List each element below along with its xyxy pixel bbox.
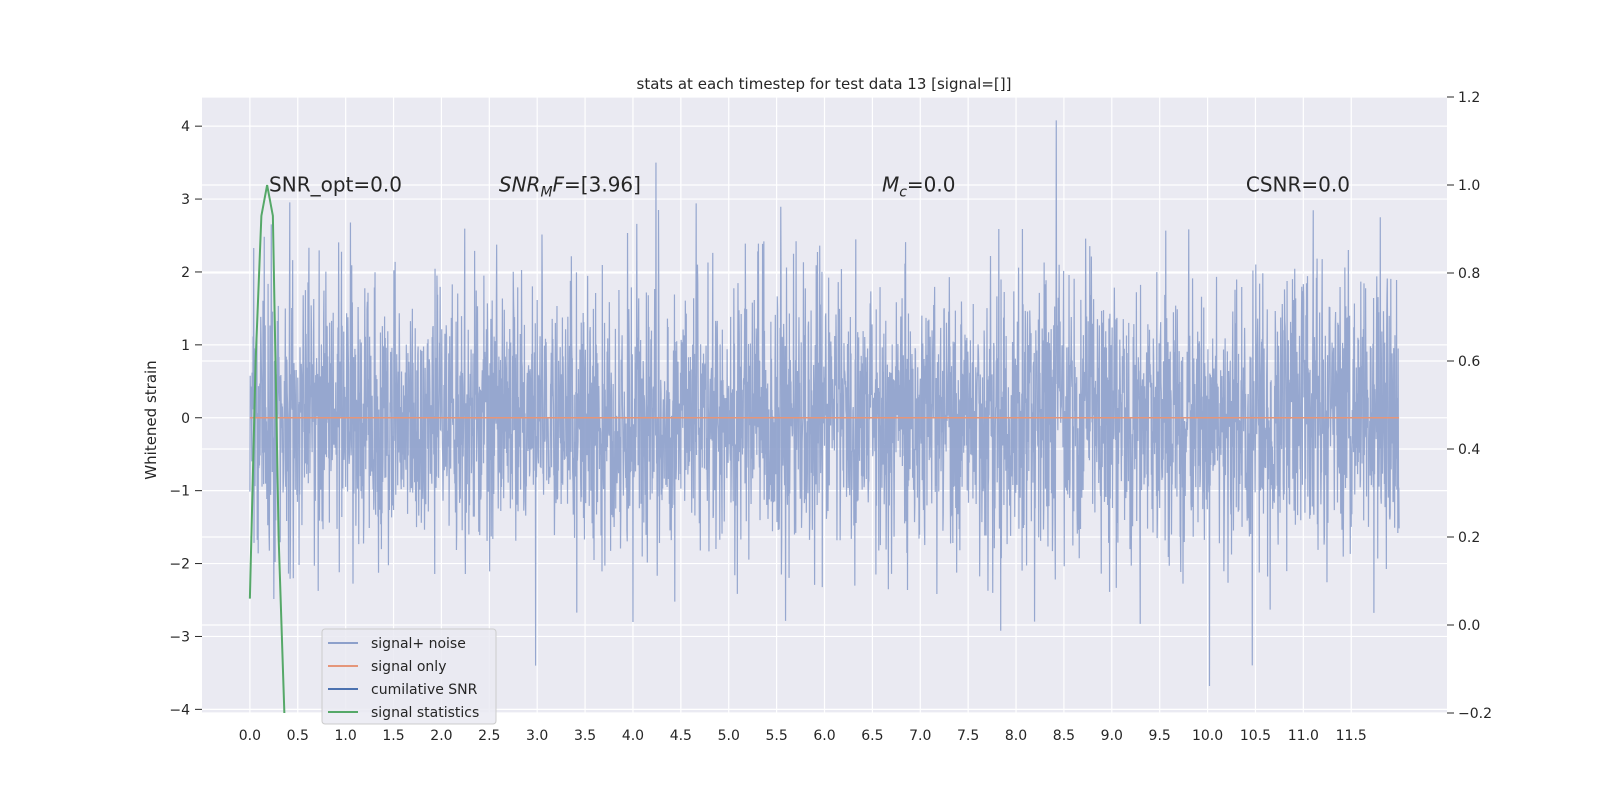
x-tick-label: 4.5: [670, 728, 692, 744]
x-tick-label: 0.5: [287, 728, 309, 744]
x-tick-label: 1.0: [335, 728, 357, 744]
chart-title: stats at each timestep for test data 13 …: [637, 75, 1012, 93]
x-tick-label: 7.5: [957, 728, 979, 744]
x-tick-label: 7.0: [909, 728, 931, 744]
x-tick-label: 2.0: [430, 728, 452, 744]
legend-entry: cumilative SNR: [371, 682, 478, 698]
y-axis-label: Whitened strain: [142, 360, 160, 479]
y-tick-label: 2: [181, 265, 190, 281]
x-tick-label: 6.0: [813, 728, 835, 744]
x-tick-label: 5.5: [765, 728, 787, 744]
x-tick-label: 0.0: [239, 728, 261, 744]
x-tick-label: 1.5: [382, 728, 404, 744]
x-tick-label: 8.0: [1005, 728, 1027, 744]
y2-tick-label: 0.0: [1458, 618, 1480, 634]
y2-tick-label: 0.8: [1458, 266, 1480, 282]
ticks: 0.0 0.5 1.0 1.5 2.0 2.5 3.0 3.5 4.0 4.5 5.0 5.5 6.0 6…: [169, 90, 1492, 744]
x-tick-label: 8.5: [1053, 728, 1075, 744]
annotations: SNR_opt=0.0 SNRMF=[3.96] Mc=0.0 CSNR=0.0: [269, 172, 1350, 200]
annotation-3: CSNR=0.0: [1246, 172, 1350, 196]
legend-entry: signal only: [371, 659, 446, 675]
y-tick-label: −3: [169, 629, 190, 645]
x-tick-label: 6.5: [861, 728, 883, 744]
y2-tick-label: 0.6: [1458, 354, 1480, 370]
y-tick-label: 1: [181, 338, 190, 354]
series-signal-statistics-line: [248, 184, 286, 714]
data-layer: [248, 120, 1400, 714]
x-tick-label: 2.5: [478, 728, 500, 744]
y-tick-label: −2: [169, 557, 190, 573]
annotation-1: SNRMF=[3.96]: [499, 172, 641, 200]
y-tick-label: 4: [181, 119, 190, 135]
x-tick-label: 10.0: [1192, 728, 1223, 744]
annotation-2: Mc=0.0: [882, 172, 956, 200]
y2-tick-label: 1.0: [1458, 178, 1480, 194]
x-tick-label: 4.0: [622, 728, 644, 744]
x-tick-label: 5.0: [718, 728, 740, 744]
y-tick-label: −4: [169, 702, 190, 718]
x-tick-label: 3.0: [526, 728, 548, 744]
x-tick-label: 11.5: [1336, 728, 1367, 744]
y2-tick-label: 0.2: [1458, 530, 1480, 546]
y2-tick-label: 1.2: [1458, 90, 1480, 106]
y-tick-label: 3: [181, 192, 190, 208]
y-tick-label: 0: [181, 411, 190, 427]
x-tick-label: 9.5: [1149, 728, 1171, 744]
legend-entry: signal+ noise: [371, 636, 466, 652]
x-tick-label: 10.5: [1240, 728, 1271, 744]
y2-tick-label: 0.4: [1458, 442, 1480, 458]
y-tick-label: −1: [169, 484, 190, 500]
x-tick-label: 3.5: [574, 728, 596, 744]
x-tick-label: 11.0: [1288, 728, 1319, 744]
legend-box: [321, 628, 497, 725]
legend: signal+ noise signal only cumilative SNR si…: [321, 628, 497, 725]
legend-entry: signal statistics: [371, 705, 479, 721]
series-signal-noise-line: [249, 120, 1400, 687]
annotation-0: SNR_opt=0.0: [269, 172, 402, 196]
y2-tick-label: −0.2: [1458, 706, 1492, 722]
x-tick-label: 9.0: [1101, 728, 1123, 744]
